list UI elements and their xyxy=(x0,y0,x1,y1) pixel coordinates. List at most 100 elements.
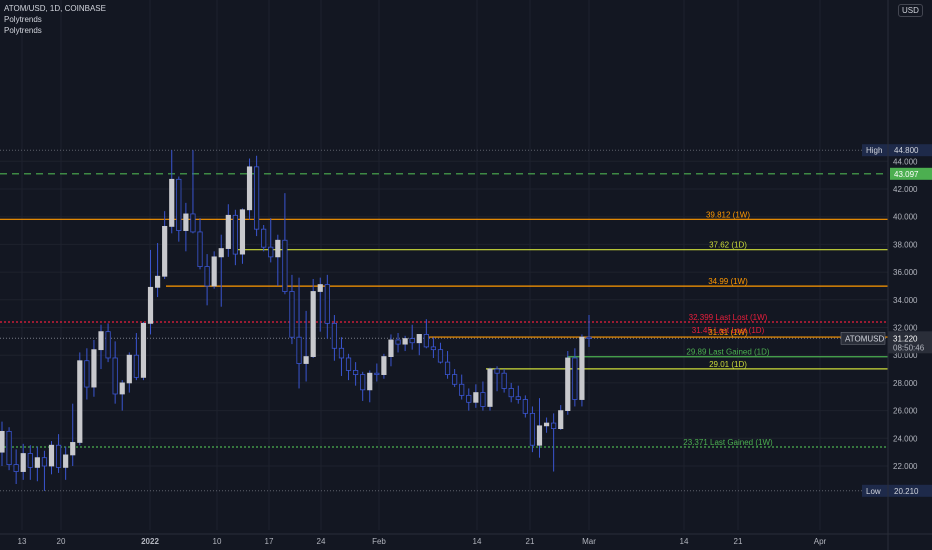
candle-body xyxy=(324,284,330,324)
time-tick-label: Feb xyxy=(372,537,386,546)
candle-body xyxy=(416,334,422,344)
candle-body xyxy=(345,357,352,371)
candle-body xyxy=(353,370,359,375)
candle-body xyxy=(63,454,69,468)
time-tick-label: 24 xyxy=(317,537,326,546)
level-label: 39.812 (1W) xyxy=(706,210,750,219)
candle-body xyxy=(487,368,493,407)
price-tick-label: 40.000 xyxy=(893,213,918,222)
level-label: 34.99 (1W) xyxy=(708,277,748,286)
high-label-box xyxy=(862,144,890,157)
low-value: 20.210 xyxy=(894,487,919,496)
candle-body xyxy=(27,453,33,468)
time-tick-label: 20 xyxy=(57,537,66,546)
candle-body xyxy=(225,214,231,249)
time-tick-label: 17 xyxy=(265,537,274,546)
candle-body xyxy=(154,275,161,288)
level-label: 37.62 (1D) xyxy=(709,241,747,250)
indicator-label-2[interactable]: Polytrends xyxy=(4,26,42,35)
candle-body xyxy=(572,357,578,400)
level-label: 31.31 (1W) xyxy=(708,328,748,337)
price-tick-label: 36.000 xyxy=(893,268,918,277)
candle-body xyxy=(126,354,132,384)
candle-body xyxy=(98,331,104,351)
candle-body xyxy=(374,372,380,375)
candle-body xyxy=(466,394,472,403)
high-label: High xyxy=(866,146,882,155)
candle-body xyxy=(360,374,366,391)
level-label: 29.01 (1D) xyxy=(709,360,747,369)
low-label-box xyxy=(862,484,890,497)
candle-body xyxy=(169,178,175,227)
candle-body xyxy=(70,442,76,456)
candle-body xyxy=(77,360,83,443)
price-tick-label: 28.000 xyxy=(893,379,918,388)
candle-body xyxy=(176,178,182,231)
time-tick-label: Mar xyxy=(582,537,596,546)
candle-body xyxy=(459,383,465,396)
candle-body xyxy=(232,214,238,255)
candle-body xyxy=(402,338,408,345)
candle-body xyxy=(268,246,274,258)
level-label: 32.399 Last Lost (1W) xyxy=(689,313,768,322)
candle-body xyxy=(105,331,111,359)
price-tick-label: 32.000 xyxy=(893,324,918,333)
candle-body xyxy=(275,239,281,258)
price-tick-label: 26.000 xyxy=(893,407,918,416)
time-tick-label: 14 xyxy=(473,537,482,546)
candle-body xyxy=(254,166,260,230)
candle-body xyxy=(338,347,345,359)
candle-body xyxy=(197,231,203,267)
candle-body xyxy=(536,425,543,446)
current-price: 31.220 xyxy=(893,334,918,343)
candle-body xyxy=(423,334,429,348)
candle-body xyxy=(282,239,288,292)
candle-body xyxy=(147,286,154,324)
time-tick-label: 14 xyxy=(680,537,689,546)
candle-body xyxy=(529,412,536,446)
candle-body xyxy=(473,392,479,403)
current-price-box xyxy=(888,331,932,354)
currency-button[interactable]: USD xyxy=(898,4,923,17)
candle-body xyxy=(310,291,316,357)
candle-body xyxy=(20,453,26,472)
candle-body xyxy=(494,368,500,374)
candle-body xyxy=(55,444,62,468)
level-marker-box xyxy=(890,167,932,180)
price-tick-label: 42.000 xyxy=(893,185,918,194)
price-tick-label: 34.000 xyxy=(893,296,918,305)
price-tick-label: 38.000 xyxy=(893,240,918,249)
candle-body xyxy=(246,166,253,211)
indicator-label-1[interactable]: Polytrends xyxy=(4,15,42,24)
candle-body xyxy=(367,372,373,391)
symbol-title: ATOM/USD, 1D, COINBASE xyxy=(4,4,106,13)
candle-body xyxy=(211,256,217,287)
candle-body xyxy=(296,336,302,364)
candle-body xyxy=(381,356,387,375)
high-value: 44.800 xyxy=(894,146,919,155)
candle-body xyxy=(444,361,451,375)
candle-body xyxy=(515,396,521,400)
candle-body xyxy=(395,339,401,345)
price-tick-label: 44.000 xyxy=(893,157,918,166)
candle-body xyxy=(119,382,125,395)
candle-body xyxy=(13,464,19,472)
candle-body xyxy=(579,336,585,400)
candle-body xyxy=(140,322,147,378)
level-label: 29.89 Last Gained (1D) xyxy=(686,348,769,357)
candle-body xyxy=(388,339,394,357)
level-marker-value: 43.097 xyxy=(894,170,919,179)
chart-header: ATOM/USD, 1D, COINBASE Polytrends Polytr… xyxy=(4,3,106,36)
candle-body xyxy=(565,357,571,412)
level-label: 23.371 Last Gained (1W) xyxy=(683,438,773,447)
price-tick-label: 30.000 xyxy=(893,351,918,360)
candle-body xyxy=(261,228,267,248)
low-value-box xyxy=(890,484,932,497)
time-tick-label: 2022 xyxy=(141,537,159,546)
candle-body xyxy=(133,354,139,378)
candle-body xyxy=(331,322,337,349)
time-tick-label: 21 xyxy=(526,537,535,546)
candle-body xyxy=(558,410,564,430)
